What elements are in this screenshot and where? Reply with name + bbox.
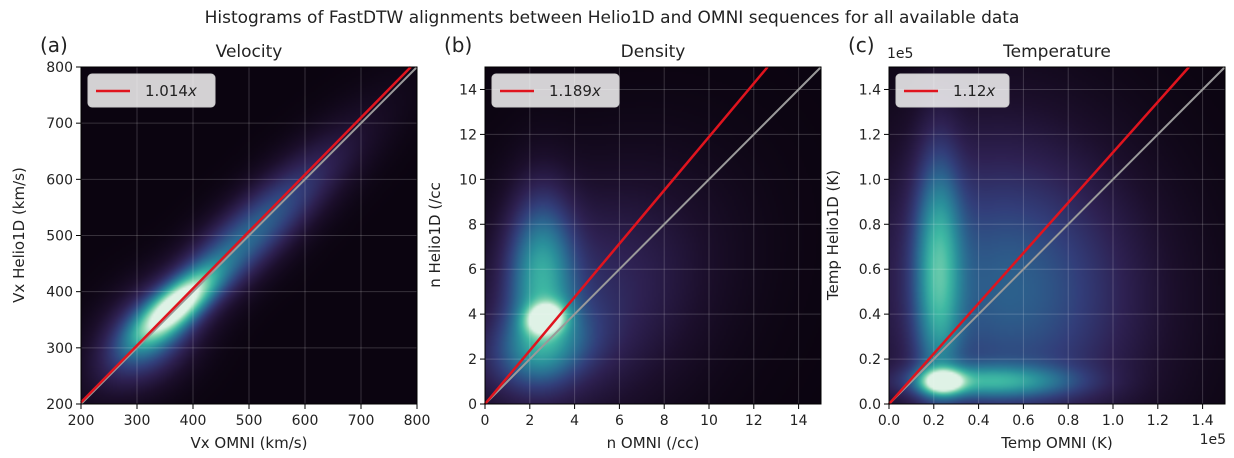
y-tick-label: 0 <box>468 397 477 413</box>
x-tick-label: 0 <box>481 413 490 429</box>
x-tick-label: 8 <box>660 413 669 429</box>
y-tick-label: 4 <box>468 307 477 323</box>
y-ticks-velocity: 200 300 400 500 600 700 800 <box>46 60 81 413</box>
x-tick-label: 4 <box>570 413 579 429</box>
y-axis-label-temperature: Temp Helio1D (K) <box>824 170 842 301</box>
x-tick-label: 0.8 <box>1057 413 1079 429</box>
identity-line-velocity <box>80 66 418 405</box>
y-tick-label: 600 <box>46 172 73 188</box>
panel-title-velocity: Velocity <box>216 42 283 62</box>
fit-line-density <box>484 66 769 405</box>
x-tick-label: 10 <box>700 413 718 429</box>
axes-frame-temperature <box>888 66 1226 405</box>
x-tick-label: 12 <box>745 413 763 429</box>
x-tick-label: 0.6 <box>1012 413 1034 429</box>
panel-velocity: (a) Velocity 200 300 400 500 600 700 800 200 30… <box>10 33 430 452</box>
panel-label-a: (a) <box>40 33 68 57</box>
panel-label-c: (c) <box>848 33 875 57</box>
x-tick-label: 500 <box>236 413 263 429</box>
x-tick-label: 0.2 <box>923 413 945 429</box>
figure-suptitle: Histograms of FastDTW alignments between… <box>205 8 1020 28</box>
x-tick-label: 700 <box>348 413 375 429</box>
legend-box-velocity <box>87 73 216 108</box>
axes-frame-density <box>484 66 822 405</box>
x-axis-label-temperature: Temp OMNI (K) <box>1000 434 1112 452</box>
legend-temperature: 1.12x <box>895 73 1010 108</box>
x-ticks-density: 0 2 4 6 8 10 12 14 <box>481 404 808 429</box>
x-tick-label: 2 <box>525 413 534 429</box>
panel-temperature: (c) 1e5 Temperature 0.0 0.2 0.4 0.6 0.8 1.0 1.… <box>824 33 1226 452</box>
x-tick-label: 200 <box>68 413 95 429</box>
y-tick-label: 10 <box>459 172 477 188</box>
y-tick-label: 0.8 <box>859 217 881 233</box>
y-tick-label: 2 <box>468 352 477 368</box>
identity-line-density <box>484 66 822 405</box>
y-axis-label-density: n Helio1D (/cc <box>426 182 444 288</box>
y-tick-label: 300 <box>46 341 73 357</box>
x-tick-label: 1.4 <box>1191 413 1213 429</box>
x-tick-label: 1.2 <box>1147 413 1169 429</box>
legend-label-temperature: 1.12x <box>953 82 995 100</box>
x-offset-text-temperature: 1e5 <box>1200 432 1226 448</box>
y-tick-label: 12 <box>459 127 477 143</box>
panel-title-density: Density <box>621 42 686 62</box>
y-axis-label-velocity: Vx Helio1D (km/s) <box>10 167 28 303</box>
y-tick-label: 0.4 <box>859 307 881 323</box>
x-tick-label: 600 <box>292 413 319 429</box>
y-tick-label: 700 <box>46 116 73 132</box>
x-axis-label-velocity: Vx OMNI (km/s) <box>191 434 308 452</box>
x-tick-label: 300 <box>124 413 151 429</box>
x-ticks-velocity: 200 300 400 500 600 700 800 <box>68 404 431 429</box>
x-ticks-temperature: 0.0 0.2 0.4 0.6 0.8 1.0 1.2 1.4 <box>878 404 1214 429</box>
x-tick-label: 0.4 <box>967 413 989 429</box>
x-tick-label: 1.0 <box>1102 413 1124 429</box>
y-tick-label: 0.2 <box>859 352 881 368</box>
x-tick-label: 800 <box>404 413 431 429</box>
y-tick-label: 14 <box>459 82 477 98</box>
legend-label-velocity: 1.014x <box>145 82 197 100</box>
legend-label-density: 1.189x <box>549 82 601 100</box>
x-axis-label-density: n OMNI (/cc) <box>607 434 700 452</box>
legend-box-temperature <box>895 73 1010 108</box>
identity-line-temperature <box>888 66 1226 405</box>
y-tick-label: 0.6 <box>859 262 881 278</box>
x-tick-label: 14 <box>790 413 808 429</box>
fit-line-temperature <box>888 66 1190 405</box>
panel-density: (b) Density 0 2 4 6 8 10 12 14 0 2 4 6 8 10 12 14 n OM… <box>426 33 822 452</box>
legend-density: 1.189x <box>491 73 620 108</box>
y-tick-label: 400 <box>46 285 73 301</box>
panel-title-temperature: Temperature <box>1002 42 1111 62</box>
y-tick-label: 1.2 <box>859 127 881 143</box>
legend-velocity: 1.014x <box>87 73 216 108</box>
fit-line-velocity <box>80 66 412 404</box>
legend-box-density <box>491 73 620 108</box>
y-ticks-density: 0 2 4 6 8 10 12 14 <box>459 82 485 413</box>
y-tick-label: 6 <box>468 262 477 278</box>
y-tick-label: 500 <box>46 229 73 245</box>
panel-label-b: (b) <box>444 33 472 57</box>
y-tick-label: 200 <box>46 397 73 413</box>
y-tick-label: 0.0 <box>859 397 881 413</box>
y-tick-label: 1.0 <box>859 172 881 188</box>
y-tick-label: 1.4 <box>859 82 881 98</box>
y-tick-label: 8 <box>468 217 477 233</box>
y-ticks-temperature: 0.0 0.2 0.4 0.6 0.8 1.0 1.2 1.4 <box>859 82 889 413</box>
x-tick-label: 6 <box>615 413 624 429</box>
y-tick-label: 800 <box>46 60 73 76</box>
y-offset-text-temperature: 1e5 <box>887 46 913 62</box>
x-tick-label: 0.0 <box>878 413 900 429</box>
x-tick-label: 400 <box>180 413 207 429</box>
